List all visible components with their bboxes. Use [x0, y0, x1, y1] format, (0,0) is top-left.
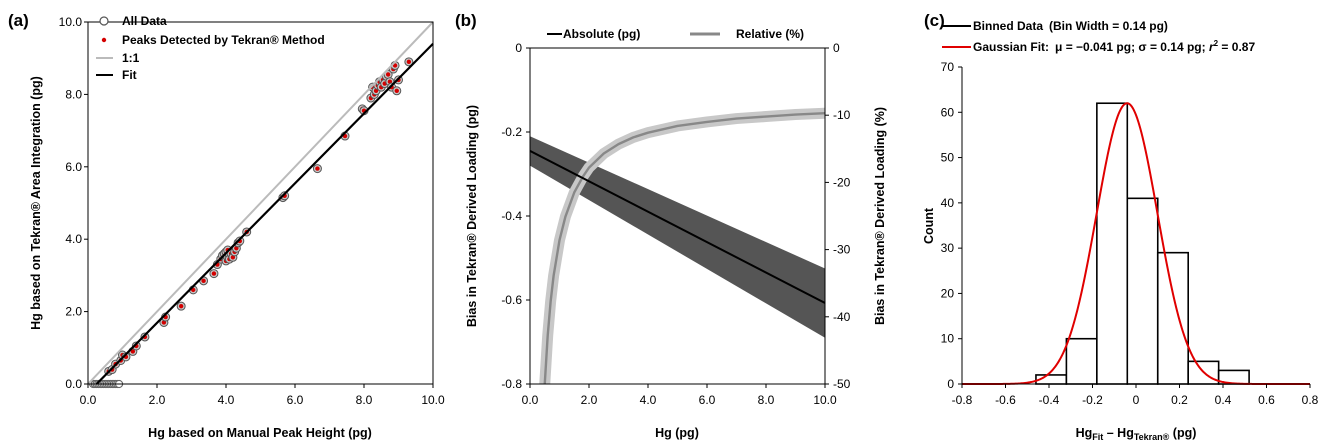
y-tick-label: 10 — [941, 332, 955, 346]
y2-tick-label: -10 — [833, 108, 851, 122]
legend-peaks-marker — [101, 37, 107, 43]
x-tick-label: 8.0 — [356, 393, 373, 407]
x-tick-label: 2.0 — [149, 393, 166, 407]
histogram-bar — [1065, 337, 1098, 385]
panel-c-ylabel: Count — [922, 207, 936, 244]
panel-a-label: (a) — [8, 11, 29, 30]
x-tick-label: 0.8 — [1302, 393, 1319, 407]
peak-point — [406, 59, 412, 65]
relative-line — [543, 111, 825, 384]
x-tick-label: 0.6 — [1258, 393, 1275, 407]
x-tick-label: 0.2 — [1171, 393, 1188, 407]
y2-tick-label: 0 — [833, 41, 840, 55]
panel-b-label: (b) — [455, 11, 477, 30]
y-tick-label: 2.0 — [65, 305, 82, 319]
y-tick-label: 70 — [941, 60, 955, 74]
panel-b-xlabel: Hg (pg) — [655, 426, 699, 440]
peak-point — [394, 88, 399, 93]
x-tick-label: 6.0 — [699, 393, 716, 407]
peak-point — [211, 271, 217, 276]
histogram-bar — [1096, 102, 1129, 385]
legend-gaussian: Gaussian Fit: μ = −0.041 pg; σ = 0.14 pg;… — [973, 39, 1255, 54]
panel-a-xlabel: Hg based on Manual Peak Height (pg) — [148, 426, 372, 440]
y-tick-label: -0.2 — [501, 125, 522, 139]
y2-tick-label: -50 — [833, 377, 851, 391]
panel-c: (c) -0.8 -0.6 -0.4 -0.2 0 0.2 0.4 0.6 0.8 0 10 20 3… — [922, 11, 1319, 441]
panel-c-label: (c) — [924, 11, 945, 30]
x-tick-label: 10.0 — [421, 393, 445, 407]
peak-point — [315, 166, 320, 171]
panel-b: (b) 0.0 2.0 4.0 6.0 8.0 10.0 -0.8 -0.6 -0.4 -0.2… — [455, 11, 887, 440]
panel-b-ylabel: Bias in Tekran® Derived Loading (pg) — [465, 105, 479, 327]
y-tick-label: 10.0 — [59, 15, 83, 29]
peak-point — [178, 303, 184, 309]
y-tick-label: 6.0 — [65, 160, 82, 174]
y-tick-label: -0.8 — [501, 377, 522, 391]
legend-all-data-marker — [99, 16, 109, 26]
panel-b-y2label: Bias in Tekran® Derived Loading (%) — [873, 107, 887, 325]
x-tick-label: 8.0 — [758, 393, 775, 407]
x-tick-label: 0.0 — [80, 393, 97, 407]
one-to-one-line — [87, 21, 434, 385]
x-tick-label: 0.0 — [522, 393, 539, 407]
y-tick-label: 60 — [941, 105, 955, 119]
y-tick-label: 0 — [515, 41, 522, 55]
legend-one-to-one: 1:1 — [122, 51, 140, 65]
histogram-bar — [1156, 251, 1190, 385]
peak-point — [201, 278, 206, 284]
y-tick-label: 20 — [941, 286, 955, 300]
panel-a-legend: All Data Peaks Detected by Tekran® Metho… — [96, 14, 325, 82]
x-tick-label: 0.4 — [1215, 393, 1232, 407]
x-tick-label: 6.0 — [287, 393, 304, 407]
panel-b-legend: Absolute (pg) Relative (%) — [547, 27, 804, 41]
panel-b-plot — [530, 107, 825, 384]
x-tick-label: 4.0 — [640, 393, 657, 407]
x-tick-label: -0.2 — [1082, 393, 1103, 407]
y-tick-label: 0.0 — [65, 377, 82, 391]
histogram-bar — [1126, 197, 1159, 385]
y-tick-label: 40 — [941, 196, 955, 210]
panel-a: (a) 0.0 2.0 4.0 6.0 8.0 10.0 0.0 2.0 4.0 6.0 8.0 1… — [8, 11, 445, 440]
peak-point — [130, 349, 136, 354]
legend-binned: Binned Data (Bin Width = 0.14 pg) — [973, 19, 1168, 33]
x-tick-label: 0 — [1133, 393, 1140, 407]
x-tick-label: -0.8 — [952, 393, 973, 407]
legend-peaks: Peaks Detected by Tekran® Method — [122, 33, 325, 47]
x-tick-label: -0.6 — [995, 393, 1016, 407]
y2-tick-label: -30 — [833, 243, 851, 257]
y-tick-label: 30 — [941, 241, 955, 255]
y2-tick-label: -20 — [833, 175, 851, 189]
x-tick-label: -0.4 — [1039, 393, 1060, 407]
y2-tick-label: -40 — [833, 310, 851, 324]
panel-a-frame — [87, 21, 434, 385]
absolute-line — [530, 150, 825, 304]
y-tick-label: -0.6 — [501, 293, 522, 307]
x-tick-label: 4.0 — [218, 393, 235, 407]
y-tick-label: -0.4 — [501, 209, 522, 223]
legend-relative: Relative (%) — [736, 27, 804, 41]
y-tick-label: 4.0 — [65, 232, 82, 246]
legend-fit: Fit — [122, 68, 137, 82]
panel-a-ylabel: Hg based on Tekran® Area Integration (pg… — [29, 76, 43, 330]
y-tick-label: 50 — [941, 151, 955, 165]
legend-all-data: All Data — [122, 14, 167, 28]
peak-point — [385, 72, 391, 77]
y-tick-label: 8.0 — [65, 87, 82, 101]
panel-c-xlabel: HgFit – HgTekran® (pg) — [1076, 426, 1197, 441]
x-tick-label: 10.0 — [813, 393, 837, 407]
x-tick-label: 2.0 — [581, 393, 598, 407]
y-tick-label: 0 — [947, 377, 954, 391]
panel-c-legend: Binned Data (Bin Width = 0.14 pg) Gaussia… — [942, 19, 1255, 54]
absolute-confidence-band — [530, 136, 825, 338]
fit-line — [95, 42, 434, 385]
legend-absolute: Absolute (pg) — [563, 27, 640, 41]
